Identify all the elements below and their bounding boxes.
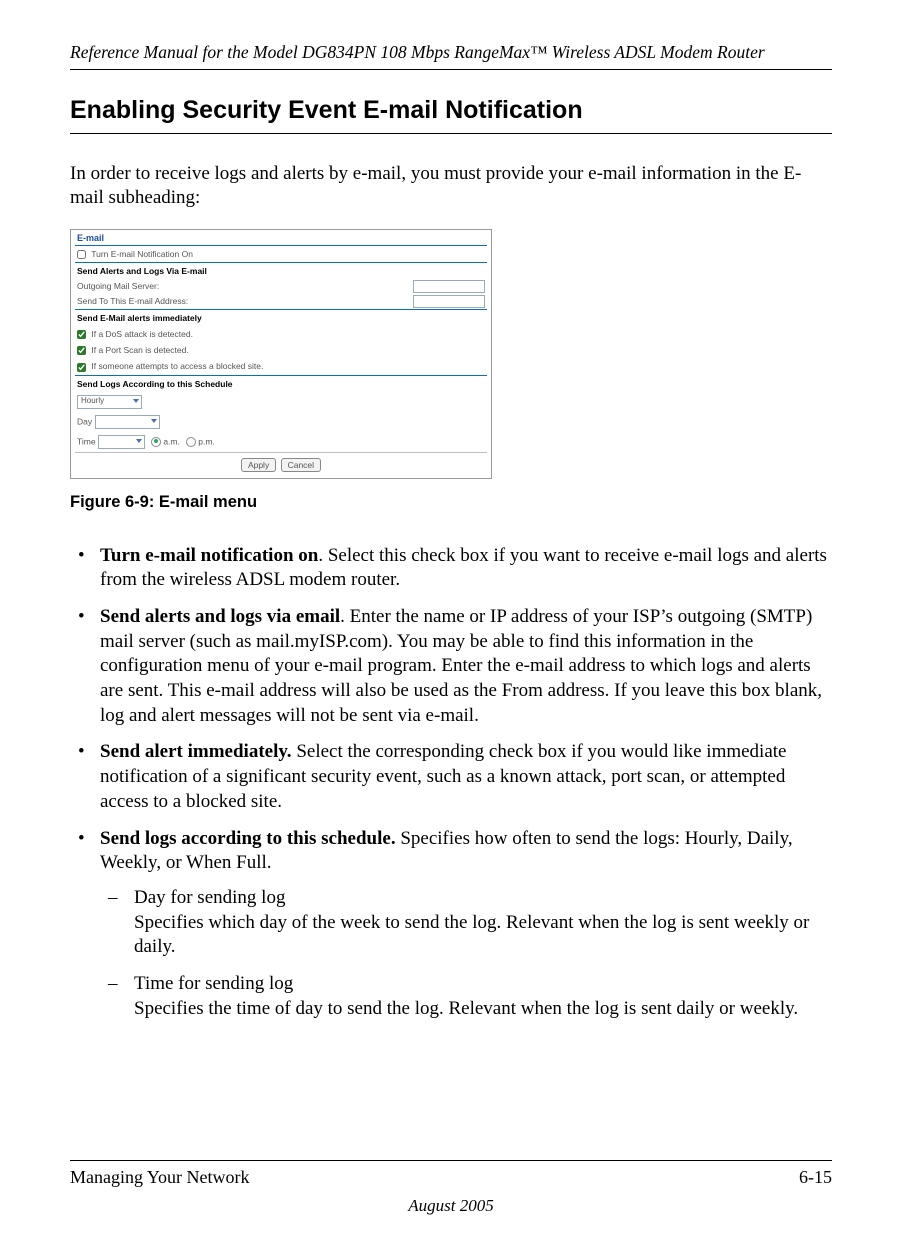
running-header: Reference Manual for the Model DG834PN 1… <box>70 42 832 63</box>
bullet-2: Send alerts and logs via email. Enter th… <box>70 605 832 728</box>
bullet-4: Send logs according to this schedule. Sp… <box>70 827 832 1022</box>
day-label: Day <box>77 416 92 426</box>
cb-portscan-label: If a Port Scan is detected. <box>91 345 188 355</box>
footer-left: Managing Your Network <box>70 1167 250 1188</box>
outgoing-server-field[interactable] <box>413 280 485 293</box>
cb-blocked-label: If someone attempts to access a blocked … <box>91 361 263 371</box>
cb-portscan[interactable] <box>77 346 86 355</box>
intro-paragraph: In order to receive logs and alerts by e… <box>70 162 832 211</box>
radio-pm[interactable] <box>186 437 196 447</box>
shot-row1-label: Outgoing Mail Server: <box>77 281 413 291</box>
shot-sec2: Send E-Mail alerts immediately <box>71 310 491 326</box>
cb-blocked[interactable] <box>77 363 86 372</box>
pm-label: p.m. <box>198 436 215 446</box>
apply-button[interactable]: Apply <box>241 458 276 472</box>
footer-right: 6-15 <box>799 1167 832 1188</box>
cb-notify-label: Turn E-mail Notification On <box>91 249 193 259</box>
bullet-3: Send alert immediately. Select the corre… <box>70 740 832 814</box>
dash-1: Day for sending logSpecifies which day o… <box>100 886 832 960</box>
schedule-select[interactable]: Hourly <box>77 395 142 409</box>
email-config-screenshot: E-mail Turn E-mail Notification On Send … <box>70 229 492 479</box>
shot-sec1: Send Alerts and Logs Via E-mail <box>71 263 491 279</box>
cb-dos-label: If a DoS attack is detected. <box>91 329 193 339</box>
send-to-field[interactable] <box>413 295 485 308</box>
page-footer: Managing Your Network 6-15 August 2005 <box>70 1160 832 1216</box>
figure-caption: Figure 6-9: E-mail menu <box>70 493 832 512</box>
heading-rule <box>70 133 832 134</box>
bullet-list: Turn e-mail notification on. Select this… <box>70 544 832 1022</box>
shot-row2-label: Send To This E-mail Address: <box>77 296 413 306</box>
dash-2: Time for sending logSpecifies the time o… <box>100 972 832 1021</box>
time-select[interactable] <box>98 435 145 449</box>
shot-title: E-mail <box>71 230 491 245</box>
cb-dos[interactable] <box>77 330 86 339</box>
section-heading: Enabling Security Event E-mail Notificat… <box>70 96 832 125</box>
shot-sec3: Send Logs According to this Schedule <box>71 376 491 392</box>
bullet-1: Turn e-mail notification on. Select this… <box>70 544 832 593</box>
footer-date: August 2005 <box>70 1196 832 1216</box>
day-select[interactable] <box>95 415 160 429</box>
radio-am[interactable] <box>151 437 161 447</box>
cancel-button[interactable]: Cancel <box>281 458 321 472</box>
header-rule <box>70 69 832 70</box>
time-label: Time <box>77 436 96 446</box>
am-label: a.m. <box>163 436 180 446</box>
cb-notify[interactable] <box>77 250 86 259</box>
